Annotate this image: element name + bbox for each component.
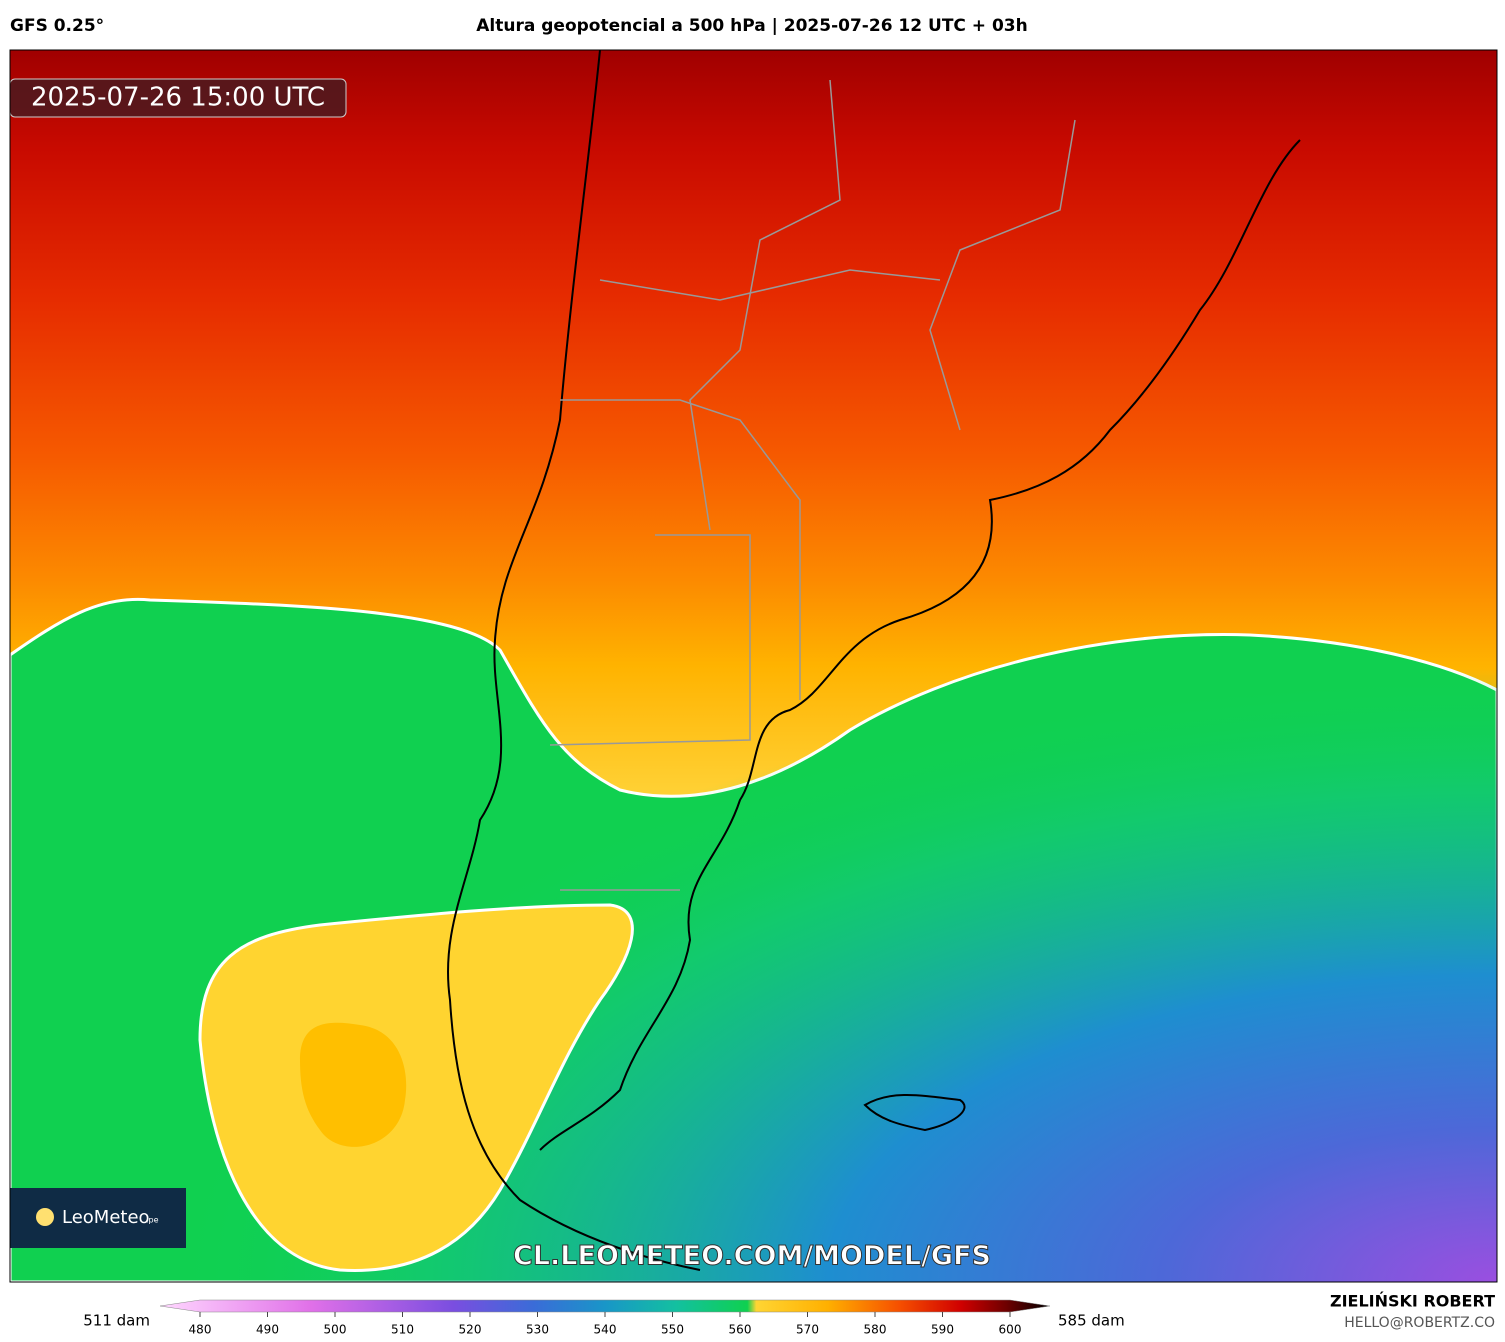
tick-label: 560 (729, 1323, 752, 1337)
tick-label: 540 (594, 1323, 617, 1337)
tick-label: 500 (324, 1323, 347, 1337)
tick-label: 590 (931, 1323, 954, 1337)
watermark: CL.LEOMETEO.COM/MODEL/GFS (513, 1241, 991, 1272)
tick-label: 520 (459, 1323, 482, 1337)
colorbar-min: 511 dam (83, 1312, 150, 1330)
tick-label: 510 (391, 1323, 414, 1337)
tick-label: 550 (661, 1323, 684, 1337)
title: Altura geopotencial a 500 hPa | 2025-07-… (476, 16, 1027, 36)
tick-label: 490 (256, 1323, 279, 1337)
colorbar-ticks: 480 490 500 510 520 530 540 550 560 570 580 590 600 (189, 1312, 1022, 1337)
colorbar (159, 1299, 1051, 1313)
tick-label: 570 (796, 1323, 819, 1337)
tick-label: 600 (999, 1323, 1022, 1337)
model-label: GFS 0.25° (10, 16, 104, 36)
email: HELLO@ROBERTZ.CO (1344, 1315, 1495, 1331)
valid-time: 2025-07-26 15:00 UTC (31, 83, 325, 113)
tick-label: 530 (526, 1323, 549, 1337)
author: ZIELIŃSKI ROBERT (1330, 1292, 1495, 1311)
logo: LeoMeteo (62, 1207, 150, 1228)
map: 2025-07-26 15:00 UTC LeoMeteo .pe CL.LEO… (10, 50, 1497, 1282)
tick-label: 580 (864, 1323, 887, 1337)
colorbar-max: 585 dam (1058, 1312, 1125, 1330)
tick-label: 480 (189, 1323, 212, 1337)
logo-suffix: .pe (146, 1216, 159, 1225)
